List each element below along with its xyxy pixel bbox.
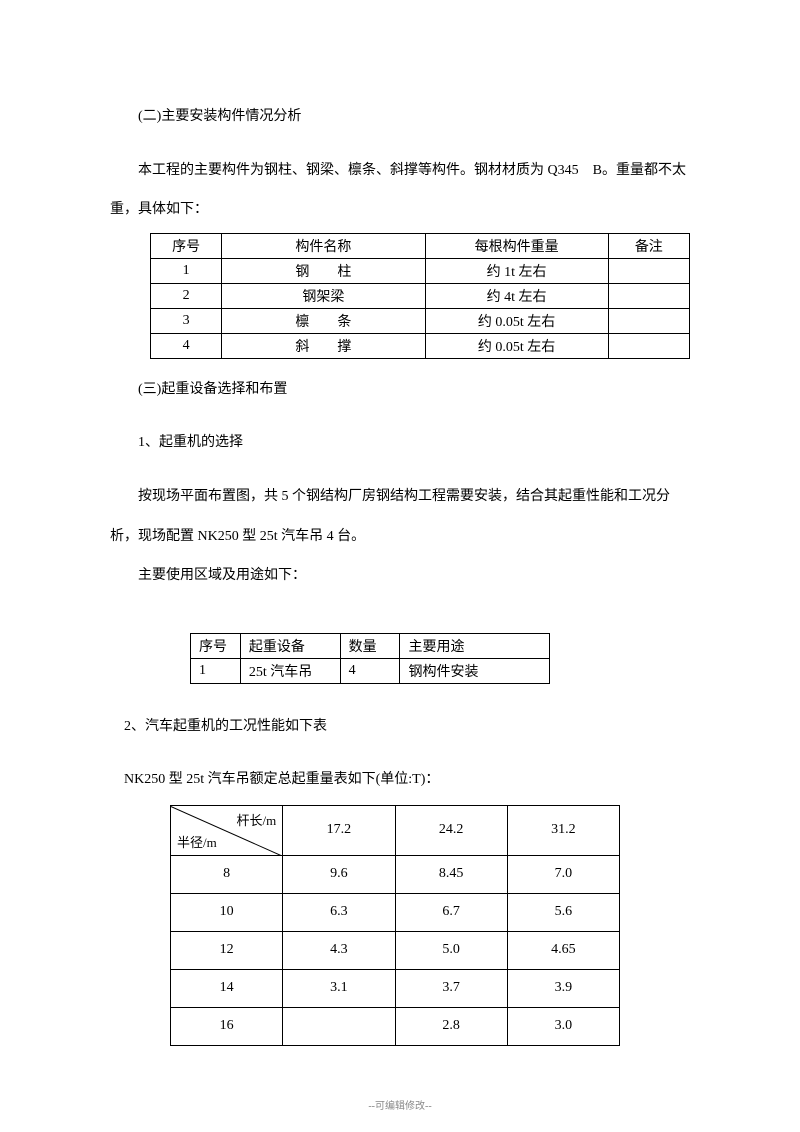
para-3-3: 析，现场配置 NK250 型 25t 汽车吊 4 台。: [110, 520, 690, 554]
t3-cell: 6.3: [283, 893, 395, 931]
t1-header: 构件名称: [222, 233, 425, 258]
t2-cell: 1: [191, 658, 241, 683]
t2-cell: 4: [340, 658, 400, 683]
page-footer: --可编辑修改--: [0, 1097, 800, 1112]
t3-cell: 5.0: [395, 931, 507, 969]
t1-cell: 约 4t 左右: [425, 283, 608, 308]
t3-cell: 14: [171, 969, 283, 1007]
t3-cell: 8.45: [395, 855, 507, 893]
t3-cell: 12: [171, 931, 283, 969]
t3-diag-header: 杆长/m 半径/m: [171, 805, 283, 855]
t1-header: 序号: [151, 233, 222, 258]
crane-capacity-table: 杆长/m 半径/m 17.2 24.2 31.2 8 9.6 8.45 7.0 …: [170, 805, 620, 1046]
t1-cell: [608, 333, 689, 358]
t3-diag-top: 杆长/m: [237, 810, 277, 829]
t3-col-header: 17.2: [283, 805, 395, 855]
t3-diag-bot: 半径/m: [177, 832, 217, 851]
t2-header: 起重设备: [240, 633, 340, 658]
t3-cell: 9.6: [283, 855, 395, 893]
t1-cell: 约 0.05t 左右: [425, 308, 608, 333]
para-3-2: 按现场平面布置图，共 5 个钢结构厂房钢结构工程需要安装，结合其起重性能和工况分: [110, 480, 690, 514]
t1-cell: 钢 柱: [222, 258, 425, 283]
t3-cell: 6.7: [395, 893, 507, 931]
para-3-4: 主要使用区域及用途如下：: [110, 559, 690, 593]
t2-header: 序号: [191, 633, 241, 658]
t2-header: 主要用途: [400, 633, 550, 658]
t2-cell: 钢构件安装: [400, 658, 550, 683]
t3-cell: 3.0: [507, 1007, 619, 1045]
para-2-2: 重，具体如下：: [110, 193, 690, 227]
t3-cell: 5.6: [507, 893, 619, 931]
t1-header: 备注: [608, 233, 689, 258]
t3-cell: 16: [171, 1007, 283, 1045]
section-2-title: (二)主要安装构件情况分析: [110, 100, 690, 134]
para-3-1: 1、起重机的选择: [110, 426, 690, 460]
t1-cell: 斜 撑: [222, 333, 425, 358]
t1-cell: 2: [151, 283, 222, 308]
t1-cell: 约 0.05t 左右: [425, 333, 608, 358]
t1-cell: [608, 308, 689, 333]
t2-cell: 25t 汽车吊: [240, 658, 340, 683]
components-table: 序号 构件名称 每根构件重量 备注 1 钢 柱 约 1t 左右 2 钢架梁 约 …: [150, 233, 690, 359]
t1-cell: 约 1t 左右: [425, 258, 608, 283]
para-3-6: NK250 型 25t 汽车吊额定总起重量表如下(单位:T)：: [110, 763, 690, 797]
para-2-1: 本工程的主要构件为钢柱、钢梁、檩条、斜撑等构件。钢材材质为 Q345 B。重量都…: [110, 154, 690, 188]
t3-cell: 10: [171, 893, 283, 931]
t3-cell: 7.0: [507, 855, 619, 893]
t3-cell: [283, 1007, 395, 1045]
para-3-5: 2、汽车起重机的工况性能如下表: [110, 710, 690, 744]
t3-cell: 4.3: [283, 931, 395, 969]
t3-cell: 3.7: [395, 969, 507, 1007]
t2-header: 数量: [340, 633, 400, 658]
t1-cell: 3: [151, 308, 222, 333]
t1-cell: 1: [151, 258, 222, 283]
t3-cell: 2.8: [395, 1007, 507, 1045]
t3-col-header: 24.2: [395, 805, 507, 855]
t1-cell: 钢架梁: [222, 283, 425, 308]
t3-cell: 3.9: [507, 969, 619, 1007]
t1-header: 每根构件重量: [425, 233, 608, 258]
t3-cell: 8: [171, 855, 283, 893]
t3-cell: 4.65: [507, 931, 619, 969]
t3-cell: 3.1: [283, 969, 395, 1007]
equipment-table: 序号 起重设备 数量 主要用途 1 25t 汽车吊 4 钢构件安装: [190, 633, 550, 684]
t1-cell: [608, 258, 689, 283]
t1-cell: 檩 条: [222, 308, 425, 333]
t1-cell: 4: [151, 333, 222, 358]
section-3-title: (三)起重设备选择和布置: [110, 373, 690, 407]
t3-col-header: 31.2: [507, 805, 619, 855]
t1-cell: [608, 283, 689, 308]
